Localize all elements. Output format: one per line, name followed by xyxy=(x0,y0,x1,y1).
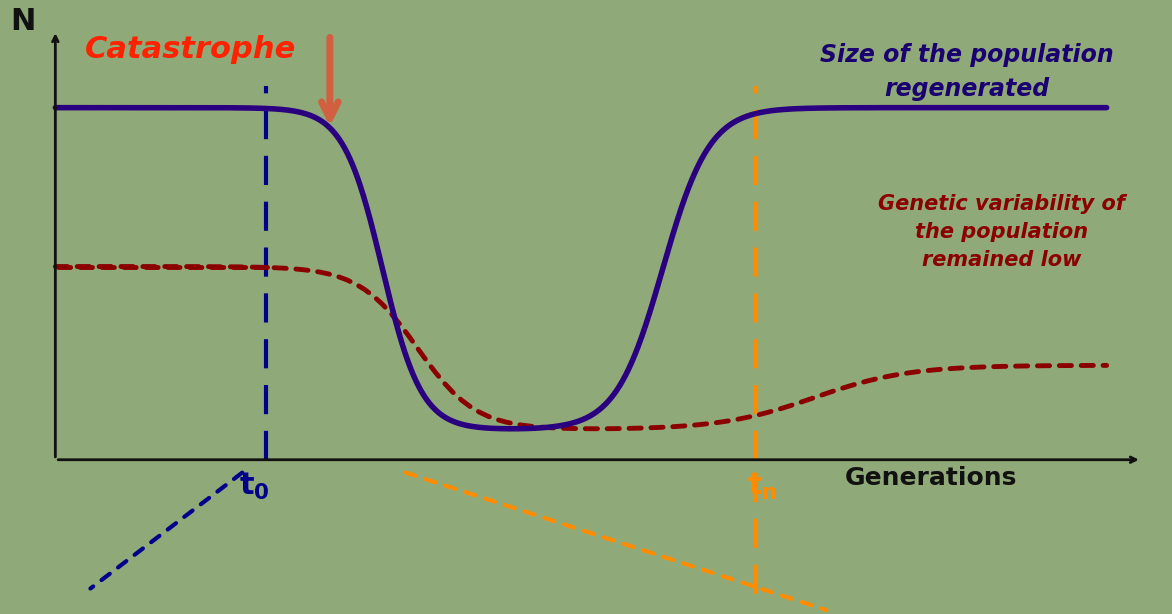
Text: Genetic variability of
the population
remained low: Genetic variability of the population re… xyxy=(878,193,1125,270)
Text: Size of the population
regenerated: Size of the population regenerated xyxy=(819,43,1113,101)
Text: Generations: Generations xyxy=(845,466,1017,490)
Text: Catastrophe: Catastrophe xyxy=(84,34,295,64)
Text: $\mathbf{t_0}$: $\mathbf{t_0}$ xyxy=(239,470,270,502)
Text: N: N xyxy=(9,7,35,36)
Text: $\mathbf{t_n}$: $\mathbf{t_n}$ xyxy=(747,470,777,502)
